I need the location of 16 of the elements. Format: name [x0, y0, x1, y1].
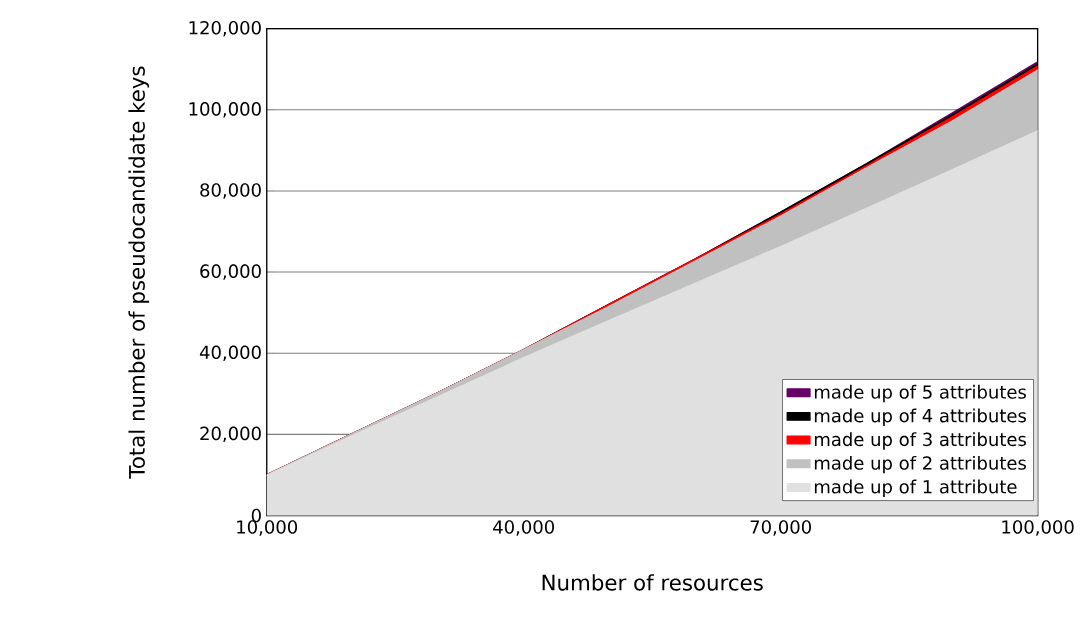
y-tick-label: 40,000 — [199, 345, 261, 362]
legend-label: made up of 3 attributes — [814, 432, 1026, 450]
y-tick-label: 100,000 — [189, 102, 261, 118]
legend-label: made up of 2 attributes — [814, 456, 1026, 474]
x-axis-title: Number of resources — [542, 574, 763, 591]
y-tick-label: 120,000 — [189, 21, 261, 37]
y-tick-label: 20,000 — [200, 426, 261, 443]
x-tick-label: 40,000 — [493, 520, 555, 536]
legend-label: made up of 1 attribute — [814, 479, 1017, 498]
y-tick-label: 60,000 — [200, 264, 261, 281]
legend-label: made up of 5 attributes — [814, 385, 1026, 403]
x-tick-label: 70,000 — [750, 520, 811, 536]
legend-label: made up of 4 attributes — [814, 408, 1026, 427]
x-tick-label: 100,000 — [1002, 520, 1074, 536]
y-axis-title: Total number of pseudocandidate keys — [128, 66, 150, 479]
y-tick-label: 80,000 — [200, 183, 261, 199]
